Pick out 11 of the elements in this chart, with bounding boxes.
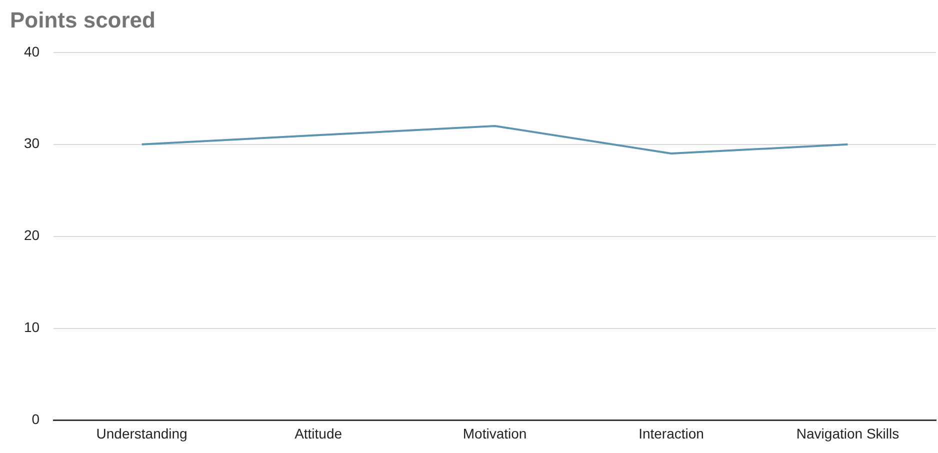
x-tick-label: Navigation Skills <box>796 425 900 442</box>
y-tick-label: 30 <box>24 135 40 152</box>
y-tick-label: 40 <box>24 43 40 60</box>
chart-title: Points scored <box>10 7 156 32</box>
y-tick-label: 10 <box>24 319 40 336</box>
y-tick-label: 0 <box>32 411 40 428</box>
x-tick-label: Attitude <box>294 425 342 442</box>
x-tick-label: Interaction <box>638 425 704 442</box>
x-tick-label: Understanding <box>96 425 188 442</box>
y-tick-label: 20 <box>24 227 40 244</box>
x-tick-label: Motivation <box>462 425 527 442</box>
